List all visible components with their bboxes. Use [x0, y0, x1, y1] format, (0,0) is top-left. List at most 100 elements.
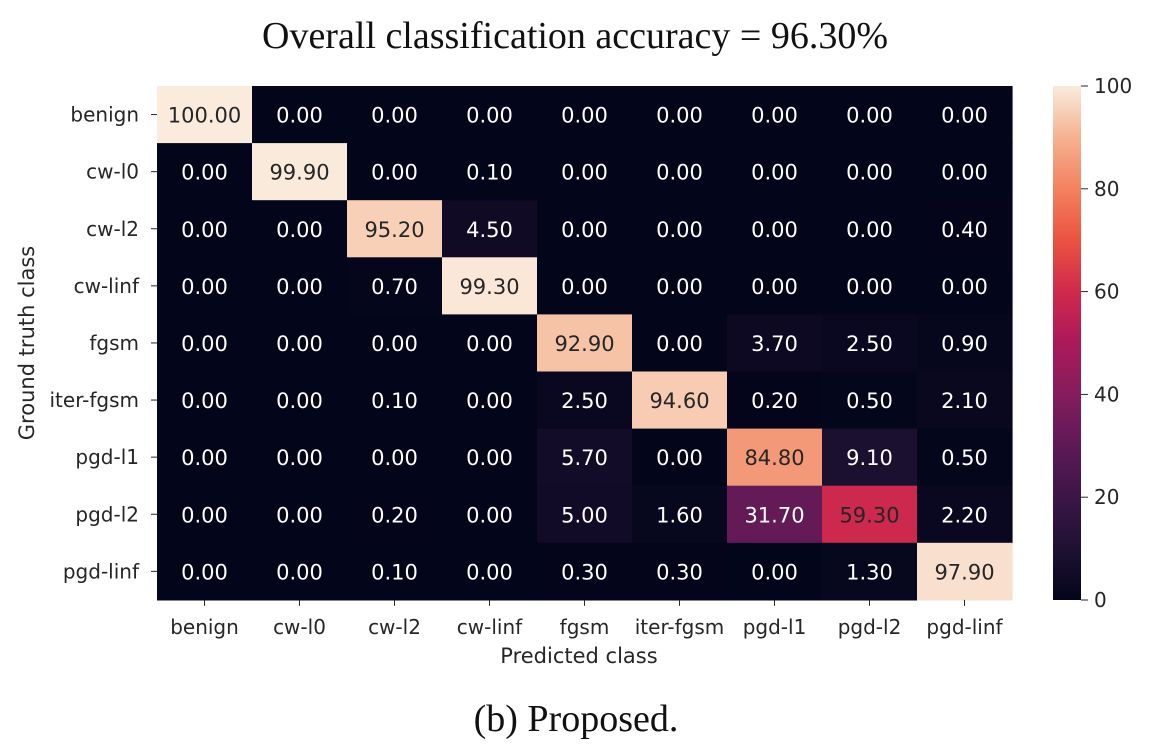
- cell-value-label: 99.90: [269, 161, 329, 185]
- heatmap-cell-cw-linf-iter-fgsm: [632, 257, 728, 315]
- heatmap-cell-pgd-l1-pgd-l2: [822, 428, 918, 487]
- cell-value-label: 0.20: [751, 389, 798, 413]
- heatmap-cell-cw-l0-cw-l0: [252, 143, 348, 201]
- colorbar-tick-label: 100: [1094, 74, 1132, 98]
- cell-value-label: 0.00: [466, 104, 513, 128]
- cell-value-label: 0.00: [941, 104, 988, 128]
- cell-value-label: 4.50: [466, 218, 513, 242]
- x-axis-label: Predicted class: [500, 644, 657, 668]
- heatmap-cell-pgd-linf-pgd-l1: [727, 542, 823, 601]
- cell-value-label: 0.00: [846, 104, 893, 128]
- heatmap-cell-cw-l2-benign: [157, 200, 253, 258]
- heatmap-cell-cw-l0-fgsm: [537, 143, 633, 201]
- heatmap-cell-pgd-linf-pgd-linf: [917, 542, 1013, 601]
- cell-value-label: 0.30: [561, 560, 608, 584]
- cell-value-label: 0.00: [466, 389, 513, 413]
- heatmap-cell-cw-l2-iter-fgsm: [632, 200, 728, 258]
- x-tick-label: pgd-l1: [743, 615, 807, 639]
- y-tick-label: fgsm: [89, 331, 139, 355]
- heatmap-cell-fgsm-benign: [157, 314, 253, 373]
- cell-value-label: 0.00: [846, 161, 893, 185]
- heatmap-cell-cw-linf-benign: [157, 257, 253, 315]
- cell-value-label: 0.00: [276, 503, 323, 527]
- heatmap-cell-pgd-l1-pgd-linf: [917, 428, 1013, 487]
- cell-value-label: 3.70: [751, 332, 798, 356]
- heatmap-cell-fgsm-pgd-l1: [727, 314, 823, 373]
- heatmap-cell-cw-linf-pgd-l2: [822, 257, 918, 315]
- cell-value-label: 0.00: [371, 332, 418, 356]
- cell-value-label: 0.00: [276, 389, 323, 413]
- heatmap-cell-cw-linf-pgd-l1: [727, 257, 823, 315]
- heatmap-cell-fgsm-pgd-linf: [917, 314, 1013, 373]
- cell-value-label: 0.00: [181, 218, 228, 242]
- colorbar-ticks: 0 20 40 60 80 100: [1081, 74, 1132, 612]
- cell-value-label: 0.00: [181, 560, 228, 584]
- heatmap-cell-benign-fgsm: [537, 86, 633, 144]
- cell-value-label: 0.00: [466, 560, 513, 584]
- cell-value-label: 0.00: [656, 218, 703, 242]
- cell-value-label: 0.00: [656, 104, 703, 128]
- cell-value-label: 0.00: [371, 446, 418, 470]
- cell-value-label: 95.20: [364, 218, 424, 242]
- heatmap-cell-benign-pgd-l2: [822, 86, 918, 144]
- heatmap-cell-pgd-l1-pgd-l1: [727, 428, 823, 487]
- heatmap-cell-iter-fgsm-cw-l0: [252, 371, 348, 430]
- heatmap-cell-cw-linf-cw-l0: [252, 257, 348, 315]
- cell-value-label: 0.00: [656, 446, 703, 470]
- cell-value-label: 0.00: [276, 104, 323, 128]
- heatmap-cell-pgd-l1-fgsm: [537, 428, 633, 487]
- cell-value-label: 94.60: [649, 389, 709, 413]
- cell-value-label: 0.00: [466, 332, 513, 356]
- heatmap-cell-cw-l0-pgd-l1: [727, 143, 823, 201]
- heatmap-cell-benign-pgd-l1: [727, 86, 823, 144]
- heatmap-cell-fgsm-pgd-l2: [822, 314, 918, 373]
- cell-value-label: 0.00: [561, 161, 608, 185]
- cell-value-label: 0.00: [941, 275, 988, 299]
- heatmap-cell-cw-linf-fgsm: [537, 257, 633, 315]
- cell-value-label: 0.00: [371, 104, 418, 128]
- heatmap-cell-fgsm-fgsm: [537, 314, 633, 373]
- cell-value-label: 0.90: [941, 332, 988, 356]
- colorbar-tick-label: 20: [1094, 485, 1119, 509]
- cell-value-label: 0.00: [561, 218, 608, 242]
- heatmap-cell-cw-l0-pgd-linf: [917, 143, 1013, 201]
- heatmap-cell-iter-fgsm-cw-linf: [442, 371, 538, 430]
- cell-value-label: 0.10: [371, 560, 418, 584]
- x-tick-label: benign: [170, 615, 239, 639]
- heatmap-cell-cw-l0-iter-fgsm: [632, 143, 728, 201]
- heatmap-cell-pgd-l1-cw-l2: [347, 428, 443, 487]
- cell-value-label: 0.00: [561, 275, 608, 299]
- cell-value-label: 0.00: [276, 332, 323, 356]
- heatmap-cell-cw-l2-pgd-l2: [822, 200, 918, 258]
- heatmap-cell-pgd-l1-cw-l0: [252, 428, 348, 487]
- heatmap-cell-pgd-l2-fgsm: [537, 485, 633, 544]
- cell-value-label: 0.00: [276, 218, 323, 242]
- heatmap-cell-fgsm-cw-l2: [347, 314, 443, 373]
- cell-value-label: 0.00: [371, 161, 418, 185]
- heatmap-cell-cw-l0-pgd-l2: [822, 143, 918, 201]
- cell-value-label: 0.40: [941, 218, 988, 242]
- heatmap-cell-iter-fgsm-pgd-l2: [822, 371, 918, 430]
- heatmap-cell-iter-fgsm-cw-l2: [347, 371, 443, 430]
- y-tick-label: cw-linf: [74, 274, 140, 298]
- heatmap-cell-pgd-linf-fgsm: [537, 542, 633, 601]
- colorbar-tick-label: 0: [1094, 588, 1107, 612]
- cell-value-label: 100.00: [168, 104, 241, 128]
- cell-value-label: 2.20: [941, 503, 988, 527]
- heatmap-cell-benign-pgd-linf: [917, 86, 1013, 144]
- x-tick-label: cw-l0: [273, 615, 326, 639]
- y-tick-label: pgd-l2: [75, 502, 139, 526]
- x-tick-labels: benign cw-l0 cw-l2 cw-linf fgsm iter-fgsm pgd-…: [170, 599, 1004, 639]
- heatmap-cell-fgsm-iter-fgsm: [632, 314, 728, 373]
- heatmap-cell-iter-fgsm-pgd-linf: [917, 371, 1013, 430]
- heatmap-cell-cw-l2-cw-linf: [442, 200, 538, 258]
- heatmap-cell-benign-benign: [157, 86, 253, 144]
- heatmap-cell-pgd-l2-pgd-l2: [822, 485, 918, 544]
- cell-value-label: 0.20: [371, 503, 418, 527]
- heatmap-cell-pgd-linf-cw-l0: [252, 542, 348, 601]
- heatmap-cell-cw-l2-cw-l2: [347, 200, 443, 258]
- cell-value-label: 0.00: [751, 275, 798, 299]
- colorbar-tick-label: 60: [1094, 280, 1119, 304]
- heatmap-cell-pgd-linf-cw-l2: [347, 542, 443, 601]
